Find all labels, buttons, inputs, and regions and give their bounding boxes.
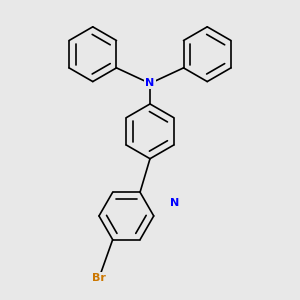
Text: N: N	[169, 198, 179, 208]
Text: N: N	[146, 78, 154, 88]
Text: Br: Br	[92, 273, 106, 283]
